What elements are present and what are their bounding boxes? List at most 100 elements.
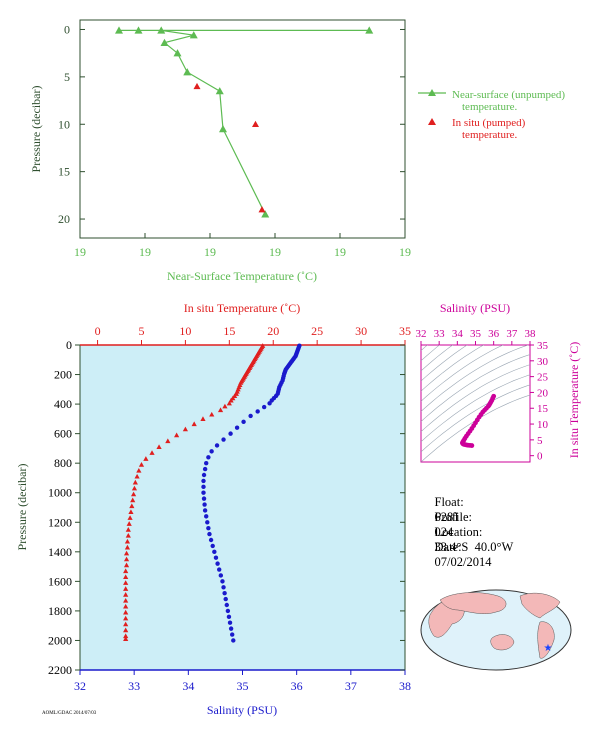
near-surface-point — [189, 31, 198, 39]
temperature-tick-label: 15 — [223, 324, 235, 338]
pressure-tick-label: 400 — [54, 397, 72, 411]
temperature-point — [226, 400, 232, 406]
temperature-point — [156, 444, 162, 450]
salinity-tick-label: 34 — [182, 679, 194, 693]
ts-x-tick-label: 34 — [452, 328, 464, 340]
temperature-tick-label: 5 — [138, 324, 144, 338]
temperature-axis-label: In situ Temperature (˚C) — [184, 301, 301, 315]
salinity-axis-label: Salinity (PSU) — [207, 703, 277, 717]
salinity-point — [204, 460, 209, 466]
land-australia — [490, 634, 515, 651]
salinity-point — [226, 614, 232, 620]
near-surface-y-ticks: 0 5 10 15 20 — [58, 22, 405, 226]
temperature-point — [174, 432, 180, 438]
pressure-tick-label: 600 — [54, 427, 72, 441]
salinity-point — [202, 502, 207, 507]
temperature-point — [138, 462, 145, 467]
temperature-point — [191, 421, 197, 427]
ts-x-ticks: 32 33 34 35 36 37 38 — [416, 328, 536, 345]
land-south-america — [537, 621, 555, 659]
near-surface-point — [134, 26, 143, 34]
info-location: Location: 33.4°S 40.0°W — [422, 510, 514, 570]
salinity-point — [228, 431, 233, 436]
salinity-point — [212, 549, 217, 555]
salinity-point — [255, 409, 260, 414]
pressure-tick-label: 1400 — [48, 545, 72, 559]
ts-y-tick-label: 15 — [537, 403, 549, 415]
pressure-tick-label: 1000 — [48, 486, 72, 500]
temperature-point — [125, 527, 131, 532]
ts-x-tick-label: 33 — [434, 328, 446, 340]
pressure-tick-label: 2000 — [48, 633, 72, 647]
ts-density-contour — [421, 345, 428, 351]
near-surface-y-axis-label: Pressure (decibar) — [29, 86, 43, 173]
footer-stamp: AOML/GDAC 2014/07/03 — [42, 711, 97, 716]
salinity-point — [223, 596, 228, 602]
salinity-point — [217, 567, 222, 572]
ts-density-contour — [421, 364, 530, 432]
near-surface-x-tick-label: 19 — [204, 245, 216, 259]
salinity-point — [221, 585, 226, 590]
salinity-point — [227, 620, 233, 625]
salinity-point — [206, 525, 211, 531]
near-surface-point — [365, 26, 374, 34]
near-surface-x-tick-label: 19 — [269, 245, 281, 259]
info-float-label: Float: — [434, 495, 464, 509]
temperature-point — [134, 473, 140, 479]
near-surface-point — [215, 87, 224, 95]
ts-density-contour — [421, 345, 485, 392]
salinity-point — [201, 478, 206, 484]
temperature-tick-label: 20 — [267, 324, 279, 338]
salinity-point — [222, 590, 227, 596]
near-surface-point — [157, 26, 166, 34]
near-surface-chart: 19 19 19 19 19 19 0 5 10 15 20 Near-Surface Tempe… — [29, 19, 565, 283]
temperature-tick-label: 35 — [399, 324, 411, 338]
salinity-point — [202, 508, 208, 513]
ts-density-contour — [421, 345, 530, 412]
pressure-y-ticks: 0 200 400 600 800 1000 1200 1400 1600 1800 2000 220… — [48, 338, 405, 677]
salinity-point — [267, 401, 272, 406]
ts-y-tick-label: 0 — [537, 451, 543, 463]
near-surface-x-tick-label: 19 — [139, 245, 151, 259]
salinity-x-ticks: 32 33 34 35 36 37 38 — [74, 670, 411, 693]
salinity-point — [201, 490, 206, 495]
salinity-tick-label: 37 — [345, 679, 357, 693]
pressure-tick-label: 1200 — [48, 515, 72, 529]
ts-points — [460, 393, 497, 448]
ts-diagram: 32 33 34 35 36 37 38 0 5 10 15 20 25 30 35 Salinity (… — [416, 301, 582, 463]
temperature-tick-label: 10 — [179, 324, 191, 338]
profile-plot-frame — [79, 344, 406, 671]
info-float: Float: 6281 — [422, 480, 464, 540]
salinity-point — [206, 455, 211, 460]
ts-x-tick-label: 35 — [470, 328, 482, 340]
info-date-value: 07/02/2014 — [434, 555, 492, 569]
temperature-point — [123, 574, 129, 580]
near-surface-y-tick-label: 5 — [64, 70, 70, 84]
temperature-point — [123, 568, 129, 574]
ts-x-tick-label: 36 — [488, 328, 500, 340]
salinity-point — [228, 626, 234, 631]
salinity-point — [241, 419, 246, 425]
near-surface-x-axis-label: Near-Surface Temperature (˚C) — [167, 269, 317, 283]
salinity-point — [218, 573, 224, 578]
near-surface-point — [219, 125, 227, 133]
temperature-point — [182, 426, 189, 432]
temperature-point — [123, 586, 129, 591]
insitu-point — [193, 82, 201, 90]
ts-y-tick-label: 20 — [537, 387, 549, 399]
salinity-point — [207, 531, 212, 537]
near-surface-plot-frame — [79, 19, 406, 239]
temperature-point — [123, 633, 129, 639]
near-surface-y-tick-label: 10 — [58, 117, 70, 131]
info-date-label: Date: — [434, 540, 462, 554]
pressure-axis-label: Pressure (decibar) — [15, 464, 29, 551]
ts-y-ticks: 0 5 10 15 20 25 30 35 — [530, 340, 549, 463]
salinity-point — [225, 608, 231, 614]
salinity-point — [224, 602, 229, 608]
info-profile: Profile: 024 — [422, 495, 473, 555]
temperature-point — [228, 397, 234, 403]
insitu-point — [252, 120, 259, 128]
temperature-point — [136, 467, 142, 473]
world-map: ★ — [420, 589, 572, 671]
